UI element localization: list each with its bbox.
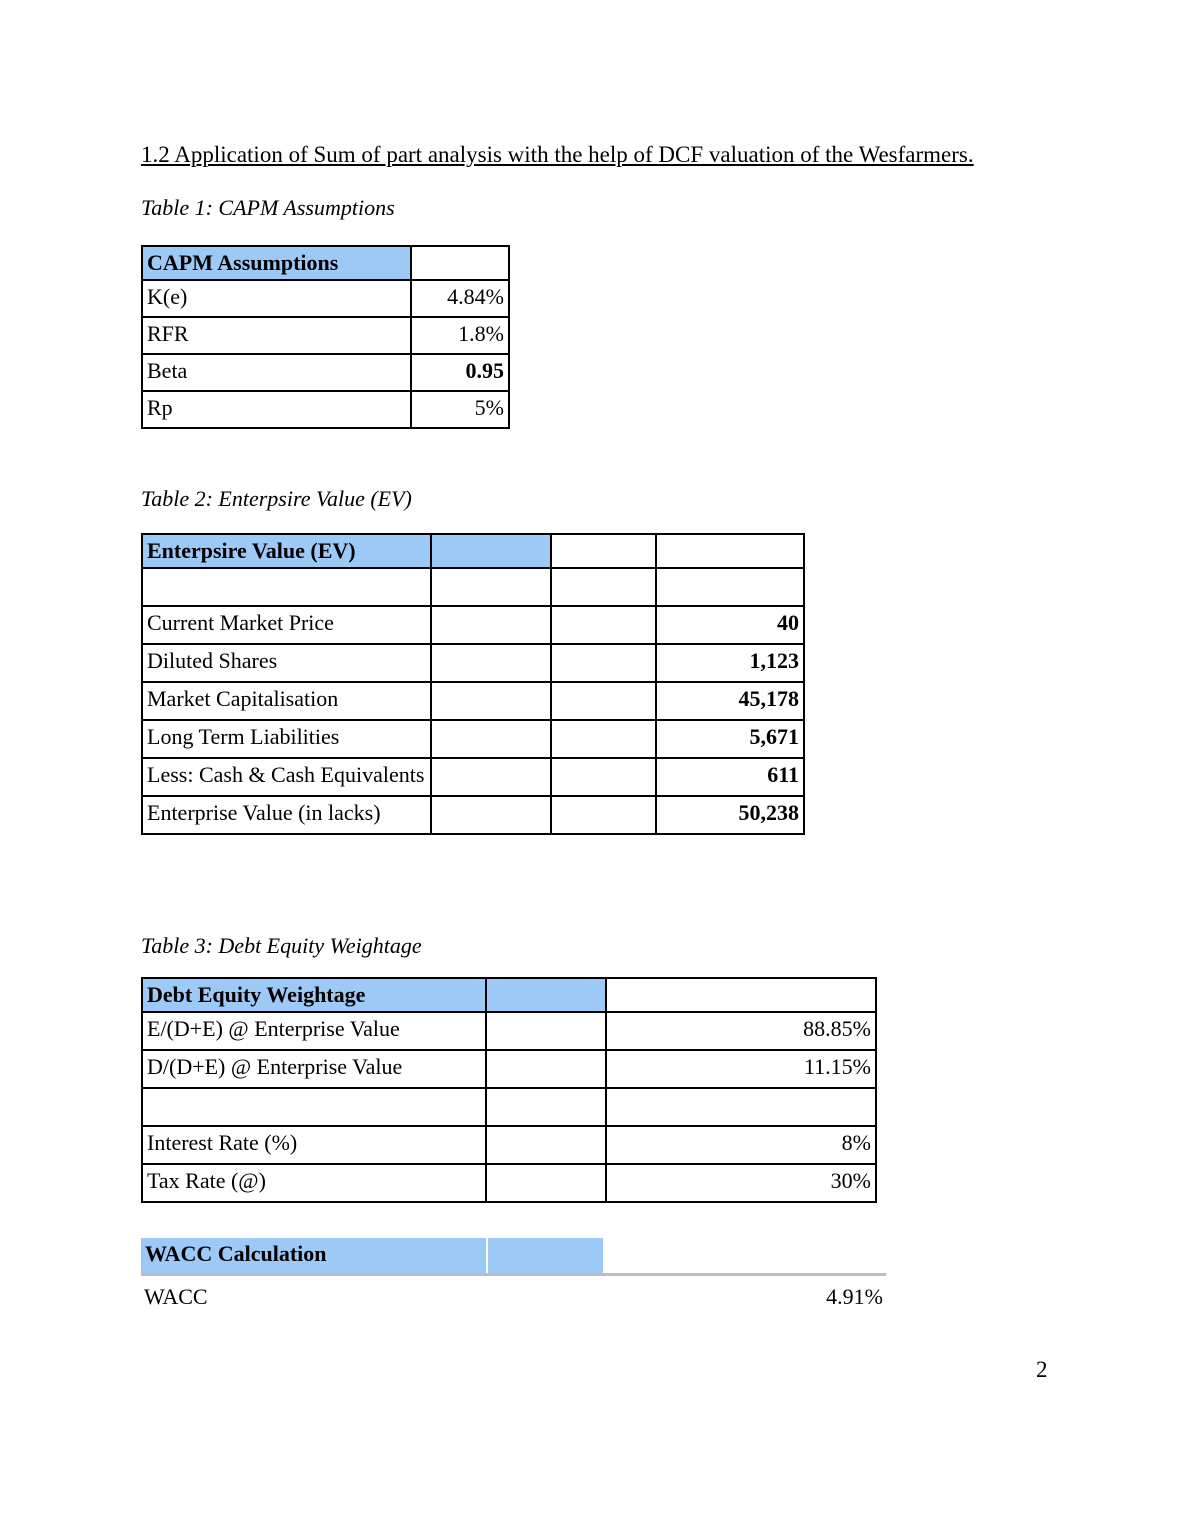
shaded-empty-cell [430, 533, 552, 569]
row-value-cell: 611 [655, 757, 805, 797]
empty-cell [550, 605, 657, 645]
row-value-cell: 88.85% [605, 1011, 877, 1051]
capm-assumptions-table: CAPM Assumptions K(e) 4.84% RFR 1.8% Beta 0.9… [141, 245, 510, 429]
row-label-cell [141, 567, 432, 607]
table-row: E/(D+E) @ Enterprise Value 88.85% [141, 1011, 877, 1051]
row-label-cell: E/(D+E) @ Enterprise Value [141, 1011, 487, 1051]
table-row: Diluted Shares 1,123 [141, 643, 805, 683]
wacc-result-row: WACC 4.91% [141, 1283, 886, 1311]
row-label-cell: Rp [141, 390, 412, 429]
empty-cell [550, 795, 657, 835]
table3-caption: Table 3: Debt Equity Weightage [141, 933, 422, 958]
empty-cell [485, 1125, 607, 1165]
wacc-value: 4.91% [826, 1284, 883, 1309]
row-value-cell: 5,671 [655, 719, 805, 759]
row-label-cell: RFR [141, 316, 412, 355]
empty-cell [430, 643, 552, 683]
table-header-row: CAPM Assumptions [141, 245, 510, 281]
table-row: Less: Cash & Cash Equivalents 611 [141, 757, 805, 797]
wacc-calculation-header: WACC Calculation [141, 1238, 886, 1276]
empty-cell [485, 1163, 607, 1203]
row-value-cell: 0.95 [410, 353, 510, 392]
table-row: Enterprise Value (in lacks) 50,238 [141, 795, 805, 835]
empty-cell [485, 1049, 607, 1089]
table-row: Rp 5% [141, 390, 510, 429]
row-value-cell: 40 [655, 605, 805, 645]
row-value-cell: 1,123 [655, 643, 805, 683]
table-row: RFR 1.8% [141, 316, 510, 355]
table2-header-cell: Enterpsire Value (EV) [141, 533, 432, 569]
empty-cell [550, 757, 657, 797]
row-label-cell: Less: Cash & Cash Equivalents [141, 757, 432, 797]
row-value-cell [655, 567, 805, 607]
table-row: Tax Rate (@) 30% [141, 1163, 877, 1203]
empty-cell [430, 757, 552, 797]
empty-cell [430, 795, 552, 835]
row-value-cell: 1.8% [410, 316, 510, 355]
empty-cell [550, 681, 657, 721]
row-label-cell: Tax Rate (@) [141, 1163, 487, 1203]
table2-caption: Table 2: Enterpsire Value (EV) [141, 486, 412, 511]
row-value-cell: 30% [605, 1163, 877, 1203]
empty-cell [430, 681, 552, 721]
debt-equity-weightage-table: Debt Equity Weightage E/(D+E) @ Enterpri… [141, 977, 877, 1203]
table-row: D/(D+E) @ Enterprise Value 11.15% [141, 1049, 877, 1089]
empty-header-cell [605, 977, 877, 1013]
row-label-cell [141, 1087, 487, 1127]
shaded-empty-cell [485, 977, 607, 1013]
row-label-cell: Market Capitalisation [141, 681, 432, 721]
table-header-row: Debt Equity Weightage [141, 977, 877, 1013]
row-value-cell: 45,178 [655, 681, 805, 721]
table1-caption: Table 1: CAPM Assumptions [141, 195, 395, 220]
row-value-cell: 5% [410, 390, 510, 429]
empty-cell [430, 567, 552, 607]
empty-cell [485, 1087, 607, 1127]
wacc-shaded-empty-cell [488, 1238, 603, 1273]
row-value-cell: 50,238 [655, 795, 805, 835]
empty-header-cell [655, 533, 805, 569]
enterprise-value-table: Enterpsire Value (EV) Current Market Pri… [141, 533, 805, 835]
row-value-cell: 11.15% [605, 1049, 877, 1089]
table-row: Interest Rate (%) 8% [141, 1125, 877, 1165]
wacc-label: WACC [144, 1284, 208, 1309]
empty-header-cell [410, 245, 510, 281]
table-row: Long Term Liabilities 5,671 [141, 719, 805, 759]
row-label-cell: Enterprise Value (in lacks) [141, 795, 432, 835]
table-row [141, 1087, 877, 1127]
table3-header-cell: Debt Equity Weightage [141, 977, 487, 1013]
empty-cell [550, 719, 657, 759]
table-row: Market Capitalisation 45,178 [141, 681, 805, 721]
empty-cell [485, 1011, 607, 1051]
wacc-header-cell-divider [486, 1238, 488, 1273]
empty-cell [430, 605, 552, 645]
row-label-cell: Current Market Price [141, 605, 432, 645]
table-header-row: Enterpsire Value (EV) [141, 533, 805, 569]
empty-header-cell [550, 533, 657, 569]
row-value-cell: 8% [605, 1125, 877, 1165]
row-label-cell: Long Term Liabilities [141, 719, 432, 759]
page-title: 1.2 Application of Sum of part analysis … [141, 142, 974, 167]
row-label-cell: Interest Rate (%) [141, 1125, 487, 1165]
table-row: Beta 0.95 [141, 353, 510, 392]
table1-header-cell: CAPM Assumptions [141, 245, 412, 281]
row-label-cell: Beta [141, 353, 412, 392]
row-value-cell: 4.84% [410, 279, 510, 318]
table-row [141, 567, 805, 607]
table-row: Current Market Price 40 [141, 605, 805, 645]
row-label-cell: K(e) [141, 279, 412, 318]
empty-cell [550, 567, 657, 607]
row-label-cell: Diluted Shares [141, 643, 432, 683]
empty-cell [430, 719, 552, 759]
table-row: K(e) 4.84% [141, 279, 510, 318]
empty-cell [550, 643, 657, 683]
row-label-cell: D/(D+E) @ Enterprise Value [141, 1049, 487, 1089]
row-value-cell [605, 1087, 877, 1127]
wacc-header-cell: WACC Calculation [141, 1238, 486, 1273]
page-number: 2 [1036, 1357, 1048, 1382]
